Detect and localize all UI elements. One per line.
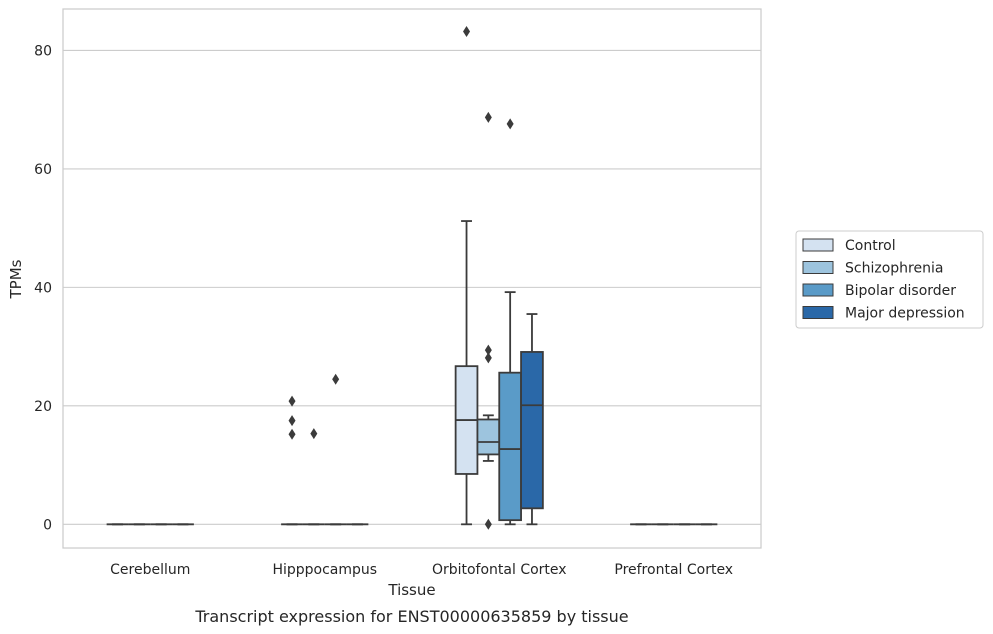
outlier-point: [484, 352, 492, 364]
legend-label: Major depression: [845, 306, 965, 322]
legend-swatch: [802, 283, 834, 297]
y-tick-label: 80: [34, 43, 52, 59]
legend-label: Bipolar disorder: [845, 283, 956, 299]
legend-swatch: [802, 306, 834, 319]
chart-caption: Transcript expression for ENST0000063585…: [194, 607, 628, 626]
y-axis-label: TPMs: [7, 259, 25, 299]
legend-frame: [795, 230, 984, 329]
plot-frame: [62, 8, 762, 549]
outlier-point: [310, 428, 318, 440]
outlier-point: [484, 111, 492, 123]
outlier-point: [288, 395, 296, 407]
box-bipolar-disorder: [324, 373, 347, 526]
box-body: [520, 351, 544, 510]
legend-label: Schizophrenia: [845, 261, 943, 277]
box-control: [281, 395, 303, 526]
y-tick-label: 20: [34, 399, 52, 415]
box-schizophrenia: [302, 428, 325, 526]
outlier-point: [288, 415, 296, 427]
plot-background: [63, 9, 761, 548]
box-schizophrenia: [476, 111, 501, 530]
x-axis-label: Tissue: [387, 581, 435, 599]
legend-swatch: [802, 261, 834, 274]
x-tick-labels: Cerebellum Hipppocampus Orbitofontal Corte…: [110, 562, 733, 578]
y-tick-label: 60: [34, 162, 52, 178]
box-major-depression: [520, 313, 544, 526]
box-control: [454, 26, 479, 526]
outlier-point: [484, 518, 492, 530]
outlier-point: [463, 26, 471, 38]
x-tick-label: Prefrontal Cortex: [614, 562, 733, 578]
boxes: [106, 26, 718, 530]
legend: Control Schizophrenia Bipolar disorder Majo…: [795, 230, 984, 329]
box-body: [498, 371, 522, 522]
outlier-point: [484, 344, 492, 356]
y-tick-label: 40: [34, 280, 52, 296]
y-tick-label: 0: [43, 517, 52, 533]
legend-label: Control: [845, 238, 896, 254]
outlier-point: [332, 373, 340, 385]
box-body: [476, 418, 501, 456]
y-tick-labels: 0 20 40 60 80: [34, 43, 52, 533]
outlier-point: [506, 118, 514, 130]
outlier-point: [288, 428, 296, 440]
x-tick-label: Cerebellum: [110, 562, 190, 578]
box-bipolar-disorder: [498, 118, 522, 526]
legend-swatch: [802, 238, 834, 252]
x-tick-label: Orbitofontal Cortex: [432, 562, 567, 578]
x-tick-label: Hipppocampus: [272, 562, 377, 578]
